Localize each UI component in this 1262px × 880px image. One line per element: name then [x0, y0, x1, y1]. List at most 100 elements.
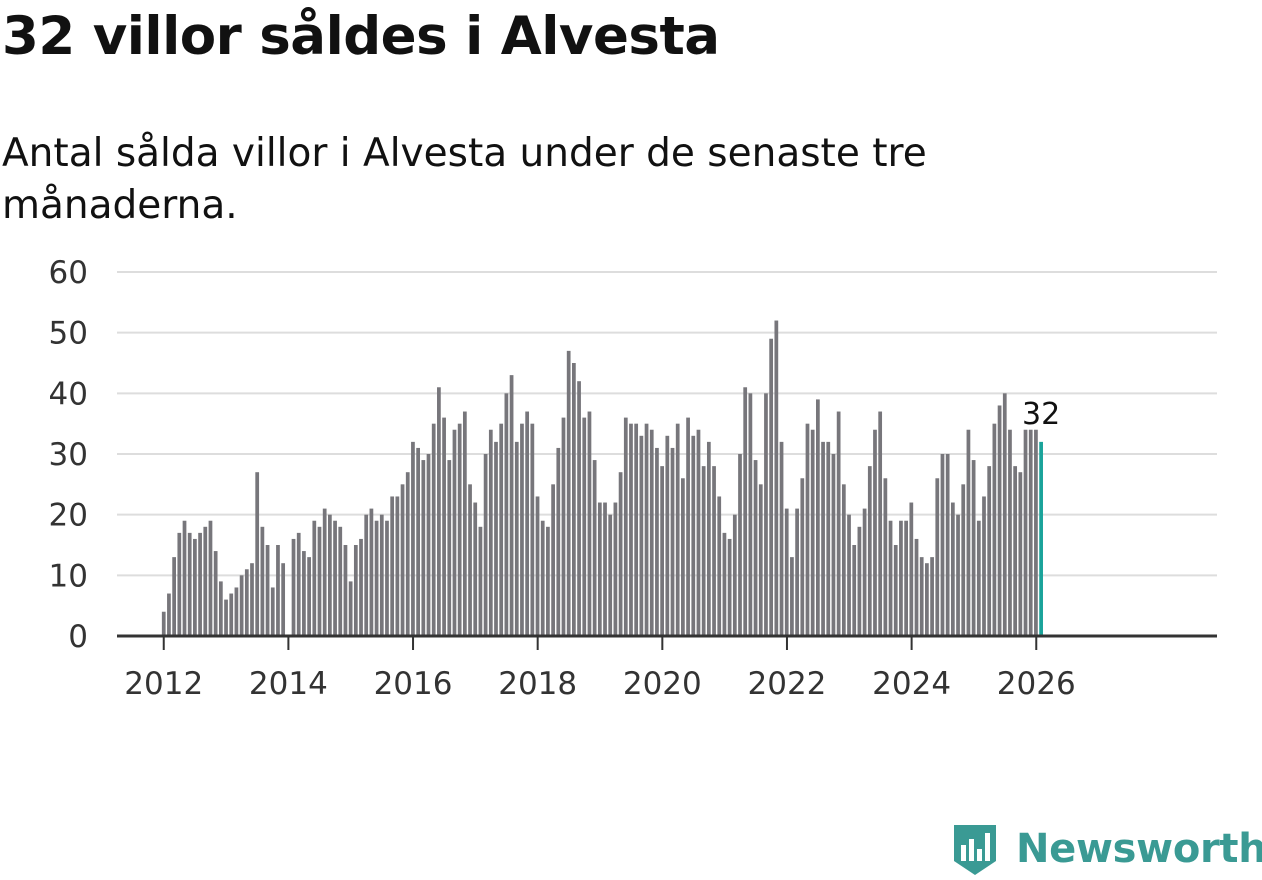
bar — [535, 496, 540, 636]
bar — [374, 520, 379, 636]
bar — [753, 460, 758, 636]
bar — [426, 454, 431, 636]
brand-name: Newsworthy — [1016, 826, 1262, 872]
bar — [1028, 429, 1033, 636]
bar — [255, 472, 260, 636]
bar — [353, 545, 358, 636]
bar — [250, 563, 254, 636]
bar — [712, 466, 716, 636]
bar — [525, 411, 530, 636]
bar — [935, 478, 940, 636]
bar — [405, 472, 410, 636]
bar — [385, 520, 389, 636]
bar — [805, 423, 810, 636]
bar — [675, 423, 680, 636]
newsworthy-logo-icon — [954, 825, 996, 875]
bar — [400, 484, 405, 636]
x-tick-label: 2026 — [997, 666, 1076, 702]
bar — [182, 520, 187, 636]
bar — [328, 514, 332, 636]
bar — [681, 478, 685, 636]
chart-title: 32 villor såldes i Alvesta — [2, 6, 720, 67]
bar — [509, 375, 514, 636]
bar — [904, 520, 908, 636]
bar — [691, 435, 696, 636]
bar — [841, 484, 846, 636]
bar — [364, 514, 369, 636]
bar — [483, 454, 488, 636]
newsworthy-logo[interactable]: Newsworthy — [950, 818, 1262, 880]
bar — [966, 429, 971, 636]
bar — [307, 557, 311, 636]
bar — [281, 563, 286, 636]
bar — [582, 417, 587, 636]
bar — [317, 526, 322, 636]
bar — [348, 581, 353, 636]
y-tick-label: 60 — [49, 255, 88, 291]
bar — [950, 502, 955, 636]
bar — [779, 441, 784, 636]
bar — [655, 447, 659, 636]
bar — [800, 478, 805, 636]
bar — [369, 508, 374, 636]
bar — [857, 526, 862, 636]
bar — [639, 435, 644, 636]
bar — [784, 508, 789, 636]
bar — [462, 411, 467, 636]
bar — [395, 496, 400, 636]
bar — [390, 496, 395, 636]
bar — [665, 435, 670, 636]
gridlines — [117, 271, 1217, 577]
bar — [203, 526, 208, 636]
bar — [1008, 429, 1012, 636]
axis-labels: 0 10 20 30 40 50 60 32 2012 2014 2016 2018 2020 2022 2… — [49, 255, 1076, 702]
y-tick-label: 40 — [49, 376, 88, 412]
bar — [1034, 429, 1038, 636]
bar — [722, 532, 727, 636]
bar — [229, 593, 234, 636]
bar — [244, 569, 249, 636]
bar — [514, 441, 519, 636]
bar — [359, 538, 363, 636]
bar — [172, 557, 176, 636]
chart-subtitle: Antal sålda villor i Alvesta under de se… — [2, 131, 927, 228]
bar — [494, 441, 498, 636]
bar — [883, 478, 888, 636]
bar — [234, 587, 239, 636]
bar — [738, 454, 742, 636]
bar — [213, 551, 218, 636]
bar — [447, 460, 452, 636]
bar — [826, 441, 831, 636]
bar — [821, 441, 825, 636]
bar — [566, 350, 571, 636]
bar-chart: 0 10 20 30 40 50 60 32 2012 2014 2016 2018 2020 2022 2… — [49, 255, 1217, 702]
bar — [649, 429, 654, 636]
bar — [769, 338, 774, 636]
bar — [551, 484, 555, 636]
bar — [1018, 472, 1023, 636]
bar — [706, 441, 711, 636]
bar — [795, 508, 799, 636]
bar — [816, 399, 820, 636]
bar — [296, 532, 301, 636]
bar — [909, 502, 914, 636]
bar — [893, 545, 898, 636]
bar — [442, 417, 446, 636]
bar — [992, 423, 997, 636]
bar — [831, 454, 836, 636]
bar — [488, 429, 493, 636]
y-tick-label: 0 — [68, 619, 88, 655]
bar — [847, 514, 851, 636]
bar — [556, 447, 561, 636]
bar — [265, 545, 270, 636]
bar — [888, 520, 893, 636]
bar — [468, 484, 472, 636]
bar — [976, 520, 981, 636]
bar — [727, 538, 732, 636]
bar — [867, 466, 872, 636]
bar — [660, 466, 664, 636]
bar — [411, 441, 415, 636]
bar — [717, 496, 722, 636]
bar — [629, 423, 633, 636]
bar — [218, 581, 223, 636]
